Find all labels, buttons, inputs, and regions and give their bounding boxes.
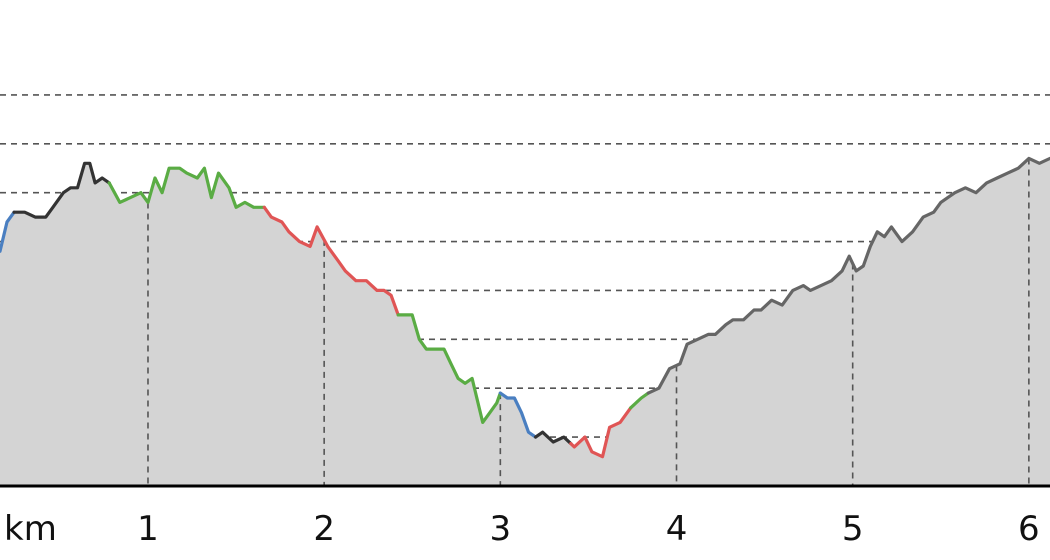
x-tick-label: 2 bbox=[313, 509, 335, 549]
elevation-fill bbox=[0, 158, 1050, 486]
elevation-segment-gray bbox=[646, 156, 1050, 395]
elevation-area bbox=[0, 158, 1050, 486]
x-tick-label: 5 bbox=[842, 509, 864, 549]
x-axis-label: km bbox=[4, 509, 57, 549]
elevation-segment-red bbox=[569, 406, 633, 459]
elevation-segment-blue bbox=[0, 210, 16, 253]
elevation-segment-red bbox=[262, 205, 400, 317]
x-tick-label: 6 bbox=[1018, 509, 1040, 549]
elevation-segment-black bbox=[534, 430, 573, 446]
x-tick-label: 4 bbox=[666, 509, 688, 549]
elevation-segment-blue bbox=[498, 391, 538, 439]
x-axis-tick-labels: km 1 2 3 4 5 6 bbox=[4, 509, 1040, 549]
vertical-gridlines bbox=[147, 158, 1030, 486]
elevation-segment-green bbox=[396, 313, 502, 424]
x-tick-label: 1 bbox=[137, 509, 159, 549]
elevation-segment-black bbox=[12, 161, 111, 219]
elevation-segment-green bbox=[107, 166, 266, 209]
elevation-segment-green bbox=[629, 391, 650, 410]
x-tick-label: 3 bbox=[490, 509, 512, 549]
elevation-line-segments bbox=[0, 156, 1050, 459]
